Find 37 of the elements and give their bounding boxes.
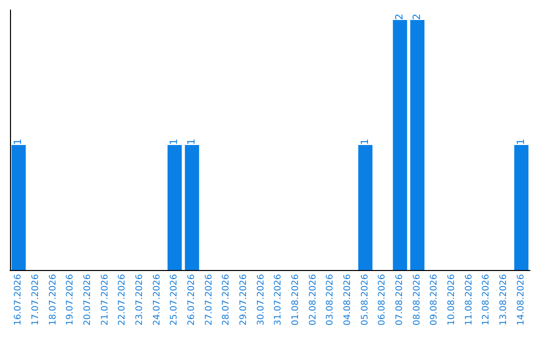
data-label: 1 (169, 138, 180, 145)
x-tick-label: 27.07.2026 (204, 274, 214, 326)
x-tick-label: 29.07.2026 (239, 274, 249, 326)
x-tick-label: 08.08.2026 (412, 274, 422, 326)
x-tick-label: 21.07.2026 (100, 274, 110, 326)
x-tick-label: 05.08.2026 (360, 274, 370, 326)
x-tick-label: 10.08.2026 (447, 274, 457, 326)
x-tick-label: 04.08.2026 (343, 274, 353, 326)
x-tick-label: 12.08.2026 (482, 274, 492, 326)
x-tick-label: 14.08.2026 (516, 274, 526, 326)
data-label: 1 (516, 138, 527, 145)
x-tick-label: 25.07.2026 (170, 274, 180, 326)
x-tick-label: 18.07.2026 (48, 274, 58, 326)
x-tick-label: 09.08.2026 (430, 274, 440, 326)
x-tick-label: 23.07.2026 (135, 274, 145, 326)
x-tick-label: 24.07.2026 (152, 274, 162, 326)
data-label: 1 (186, 138, 198, 145)
x-tick-label: 19.07.2026 (66, 274, 76, 326)
x-tick-label: 13.08.2026 (499, 274, 509, 326)
data-label: 1 (360, 138, 371, 145)
data-label: 2 (412, 14, 423, 20)
x-tick-label: 30.07.2026 (256, 274, 266, 326)
x-tick-label: 06.08.2026 (378, 274, 388, 326)
x-tick-label: 31.07.2026 (274, 274, 284, 326)
x-tick-label: 17.07.2026 (31, 274, 41, 326)
x-tick-label: 20.07.2026 (83, 274, 93, 326)
x-tick-label: 22.07.2026 (118, 274, 128, 326)
x-tick-label: 28.07.2026 (222, 274, 232, 326)
data-label: 1 (13, 138, 24, 145)
data-label: 2 (394, 14, 406, 20)
x-tick-label: 07.08.2026 (395, 274, 405, 326)
x-tick-label: 01.08.2026 (291, 274, 301, 326)
x-tick-label: 03.08.2026 (326, 274, 336, 326)
x-tick-label: 11.08.2026 (464, 274, 474, 326)
x-tick-label: 26.07.2026 (187, 274, 197, 326)
x-tick-label: 16.07.2026 (14, 274, 24, 326)
x-tick-label: 02.08.2026 (308, 274, 318, 326)
